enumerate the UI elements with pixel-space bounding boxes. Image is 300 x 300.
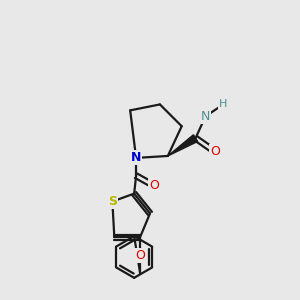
Polygon shape [168, 135, 198, 156]
Text: N: N [131, 152, 141, 164]
Text: O: O [149, 179, 159, 192]
Text: H: H [219, 99, 227, 110]
Text: S: S [108, 195, 117, 208]
Text: N: N [201, 110, 210, 123]
Text: O: O [211, 146, 220, 158]
Text: O: O [135, 248, 145, 262]
